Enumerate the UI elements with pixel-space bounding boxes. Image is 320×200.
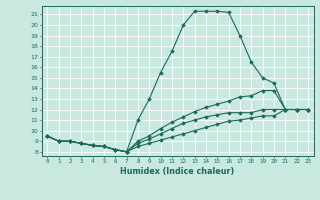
X-axis label: Humidex (Indice chaleur): Humidex (Indice chaleur) xyxy=(120,167,235,176)
